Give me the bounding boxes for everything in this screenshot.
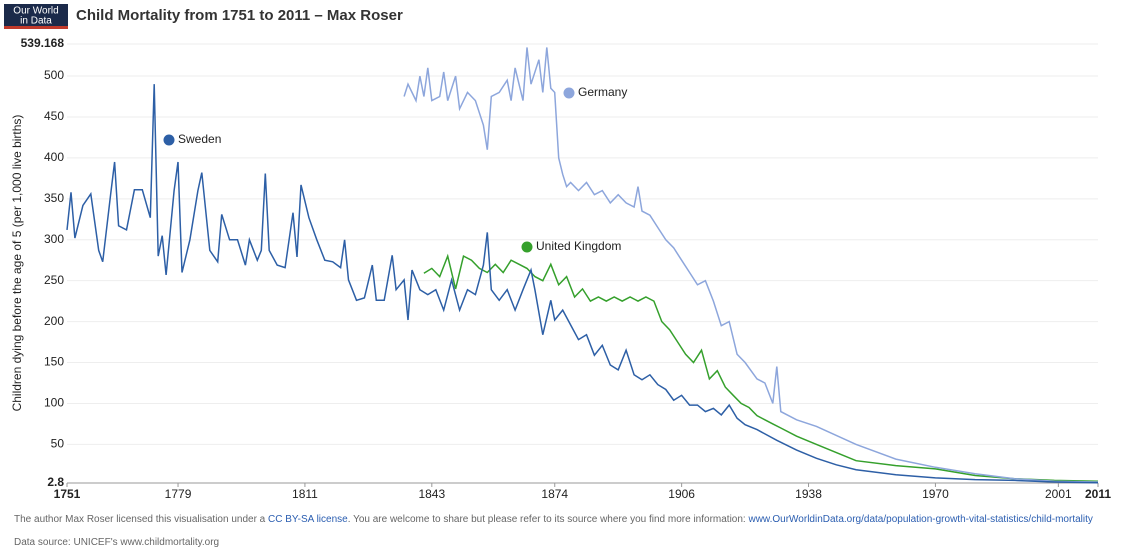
y-tick-label: 300 — [44, 232, 64, 246]
x-tick-label: 1843 — [418, 487, 445, 501]
y-tick-label: 50 — [51, 437, 65, 451]
y-tick-label: 100 — [44, 396, 64, 410]
chart: Our World in Data Child Mortality from 1… — [4, 4, 1111, 501]
legend-marker — [163, 134, 175, 146]
y-tick-label: 150 — [44, 355, 64, 369]
x-tick-label: 1751 — [54, 487, 81, 501]
logo-text: in Data — [20, 16, 52, 27]
data-source: Data source: UNICEF's www.childmortality… — [14, 537, 220, 548]
x-tick-label: 2001 — [1045, 487, 1072, 501]
x-tick-label: 1811 — [292, 487, 318, 501]
logo-stripe — [4, 26, 68, 29]
x-tick-label: 1970 — [922, 487, 949, 501]
y-tick-label: 350 — [44, 191, 64, 205]
x-tick-label: 1938 — [795, 487, 822, 501]
legend-marker — [521, 241, 533, 253]
legend-marker — [563, 87, 575, 99]
x-tick-label: 2011 — [1085, 487, 1111, 501]
x-tick-label: 1874 — [541, 487, 568, 501]
y-tick-label: 2.8 — [47, 475, 64, 489]
logo-text: Our World — [13, 6, 58, 17]
y-axis-label: Children dying before the age of 5 (per … — [10, 115, 24, 412]
legend-label: United Kingdom — [536, 239, 621, 253]
y-tick-label: 400 — [44, 150, 64, 164]
y-tick-label: 539.168 — [21, 36, 65, 50]
text: The author Max Roser licensed this visua… — [14, 514, 266, 525]
legend-label: Sweden — [178, 132, 221, 146]
y-tick-label: 200 — [44, 314, 64, 328]
x-tick-label: 1906 — [668, 487, 695, 501]
series-line — [403, 47, 1099, 483]
y-tick-label: 500 — [44, 68, 64, 82]
y-tick-label: 450 — [44, 109, 64, 123]
link[interactable]: CC BY-SA license — [268, 514, 348, 525]
chart-title: Child Mortality from 1751 to 2011 – Max … — [76, 7, 403, 24]
link[interactable]: www.OurWorldinData.org/data/population-g… — [748, 514, 1093, 525]
text: . You are welcome to share but please re… — [347, 514, 746, 525]
x-tick-label: 1779 — [165, 487, 192, 501]
logo — [4, 4, 68, 28]
legend-label: Germany — [578, 85, 627, 99]
license: The author Max Roser licensed this visua… — [14, 514, 1093, 525]
y-tick-label: 250 — [44, 273, 64, 287]
series-line — [66, 84, 1099, 484]
series-line — [423, 253, 1099, 482]
